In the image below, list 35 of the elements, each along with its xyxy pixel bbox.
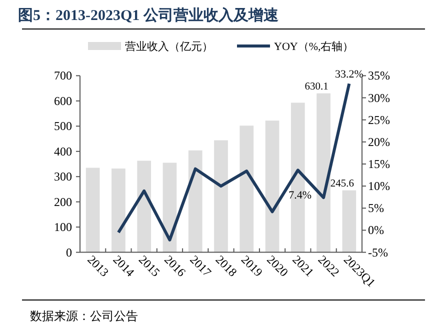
y2-tick-label: 10% (368, 179, 390, 194)
bar (188, 150, 202, 252)
y2-tick-label: 0% (368, 223, 384, 238)
y2-tick-label: 5% (368, 201, 384, 216)
bar (214, 140, 228, 252)
bar (112, 168, 126, 252)
data-label: 7.4% (288, 190, 312, 202)
data-label: 245.6 (330, 178, 354, 190)
bar (240, 126, 254, 252)
x-tick-label: 2017 (187, 252, 214, 280)
y-tick-label: 700 (54, 68, 72, 83)
y2-tick-label: -5% (368, 245, 388, 260)
source-note: 数据来源：公司公告 (30, 309, 138, 323)
y-tick-label: 0 (66, 245, 72, 260)
bar (137, 160, 152, 252)
y2-tick-label: 30% (368, 90, 390, 105)
data-label: 33.2% (334, 68, 364, 81)
bar (316, 93, 330, 252)
y-tick-label: 100 (54, 220, 72, 234)
y-tick-label: 200 (54, 194, 72, 209)
y2-tick-label: 20% (368, 134, 390, 149)
y-tick-label: 500 (54, 119, 72, 134)
legend-label: YOY（%,右轴） (274, 40, 354, 53)
chart-title: 图5：2013-2023Q1 公司营业收入及增速 (18, 7, 280, 24)
legend-label: 营业收入（亿元） (125, 40, 213, 53)
bar (86, 168, 100, 252)
y-tick-label: 300 (54, 170, 72, 184)
y2-tick-label: 15% (368, 157, 390, 171)
y2-tick-label: 35% (368, 68, 390, 83)
bar (342, 190, 356, 252)
data-label: 630.1 (304, 81, 328, 92)
y-tick-label: 600 (54, 94, 72, 108)
y-tick-label: 400 (54, 144, 72, 158)
bar (265, 120, 280, 252)
y2-tick-label: 25% (368, 112, 390, 127)
